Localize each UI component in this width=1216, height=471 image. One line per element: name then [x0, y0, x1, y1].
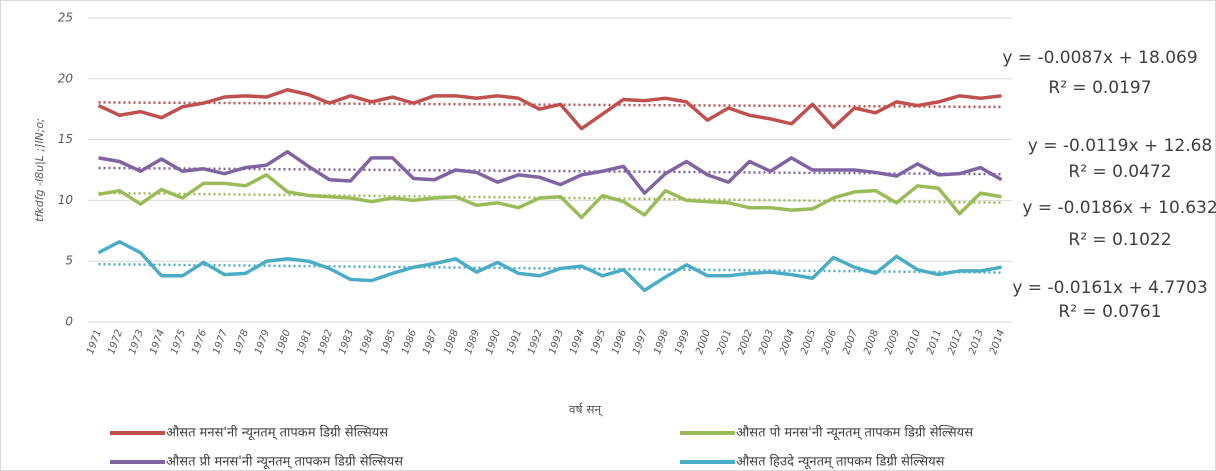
trend-r2: R² = 0.0761 [1058, 302, 1161, 322]
series-line [98, 150, 1003, 195]
y-tick-label: 5 [65, 254, 73, 268]
x-axis-title: वर्ष सन् [569, 403, 603, 418]
trend-equation: y = -0.0087x + 18.069 [1002, 48, 1197, 68]
trendline [98, 166, 1002, 176]
trend-r2: R² = 0.0197 [1048, 78, 1151, 98]
trend-equation: y = -0.0119x + 12.68 [1028, 136, 1213, 156]
y-axis-title: tfkdfg -l8u|L ;]lN;o; [33, 118, 46, 222]
trend-r2: R² = 0.0472 [1068, 162, 1171, 182]
y-tick-label: 15 [58, 132, 73, 146]
trend-r2: R² = 0.1022 [1068, 230, 1171, 250]
legend-label: औसत प्री मनस'नी न्यूनतम् तापकम डिग्री से… [166, 454, 403, 470]
y-tick-label: 10 [58, 193, 74, 207]
y-tick-label: 0 [65, 315, 73, 329]
trendline [98, 101, 1002, 109]
y-tick-label: 25 [58, 11, 73, 25]
legend-label: औसत हिउदे न्यूनतम् तापकम डिग्री सेल्सियस [736, 454, 945, 470]
trend-equation: y = -0.0186x + 10.632 [1022, 198, 1216, 218]
legend-label: औसत मनस'नी न्यूनतम् तापकम डिग्री सेल्सिय… [166, 425, 388, 441]
y-tick-label: 20 [58, 71, 74, 85]
trendline [98, 262, 1002, 274]
series-line [97, 87, 1002, 131]
series-line [97, 239, 1002, 293]
trend-equation: y = -0.0161x + 4.7703 [1012, 278, 1207, 298]
legend-label: औसत पो मनस'नी न्यूनतम् तापकम डिग्री सेल्… [736, 425, 973, 441]
trendline [98, 191, 1002, 204]
